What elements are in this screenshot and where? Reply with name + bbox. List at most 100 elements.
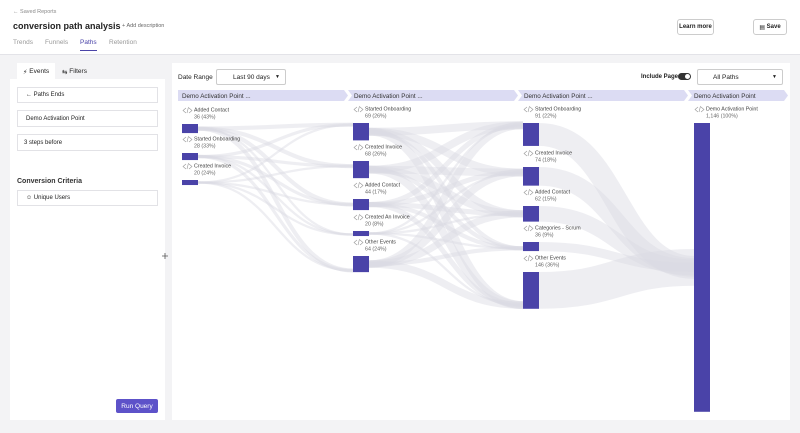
flow [538, 123, 695, 279]
node-label: Added Contact [365, 183, 401, 189]
criteria-item[interactable]: ☺ Unique Users [17, 190, 158, 206]
column-header-bg [688, 90, 788, 101]
date-range-text: Last 90 days [233, 73, 270, 81]
flow [538, 167, 695, 277]
node-icon [353, 143, 364, 151]
flow [368, 121, 524, 268]
report-title: conversion path analysis [13, 21, 121, 31]
node-bar [523, 272, 539, 309]
node-bar [353, 256, 369, 273]
flow [368, 168, 524, 268]
sidebar-tab[interactable]: ⇆ Filters [62, 68, 87, 76]
learn-more-button[interactable]: Learn more [677, 19, 714, 35]
flow [197, 126, 354, 207]
node-bar [182, 180, 198, 186]
flow [197, 126, 354, 169]
node-bar [182, 124, 198, 134]
node-label: Added Contact [194, 108, 230, 114]
flow [368, 260, 524, 309]
node-icon [353, 105, 364, 113]
include-pages-label: Include Pages [641, 74, 682, 80]
node-label: Started Onboarding [194, 137, 240, 143]
save-text: Save [766, 24, 781, 30]
flow [538, 242, 695, 272]
column-header: Demo Activation Point ... [354, 93, 423, 100]
flow [197, 123, 354, 159]
node-stat: 74 (18%) [535, 158, 557, 164]
node-bar [523, 206, 539, 222]
flow [368, 166, 524, 218]
tab-text: Events [29, 68, 50, 75]
flow [197, 155, 354, 236]
flow [368, 202, 524, 308]
node-label: Added Contact [535, 190, 571, 196]
node-stat: 36 (9%) [535, 233, 554, 239]
node-bar [694, 123, 710, 412]
node-label: Started Onboarding [365, 107, 411, 113]
tab-text: Filters [69, 68, 87, 75]
sidebar-tab[interactable]: ⚡ Events [17, 63, 55, 80]
node-label: Other Events [535, 256, 566, 262]
toggle[interactable] [678, 73, 691, 80]
flow [197, 126, 354, 273]
column-header: Demo Activation Point ... [524, 93, 593, 100]
tab[interactable]: Paths [80, 39, 97, 51]
node-label: Categories - Scrum [535, 226, 581, 232]
node-stat: 28 (33%) [194, 144, 216, 150]
add-description[interactable]: + Add description [122, 23, 165, 29]
flow [197, 154, 354, 273]
save-button[interactable]: ▤ Save [753, 19, 787, 35]
path-ends[interactable]: ← Paths Ends [17, 87, 158, 103]
tab[interactable]: Funnels [45, 39, 69, 46]
flow [368, 122, 524, 208]
node-icon [523, 224, 534, 232]
node-bar [353, 161, 369, 179]
node-stat: 62 (15%) [535, 197, 557, 203]
node-stat: 69 (26%) [365, 114, 387, 120]
node-bar [353, 123, 369, 141]
column-header-bg [518, 90, 688, 101]
tab[interactable]: Trends [13, 39, 33, 46]
node-stat: 44 (17%) [365, 190, 387, 196]
node-bar [353, 199, 369, 211]
node-icon [353, 213, 364, 221]
node-icon [523, 149, 534, 157]
flow [368, 232, 524, 250]
flow [197, 164, 354, 184]
node-label: Created Invoice [365, 145, 402, 151]
node-label: Demo Activation Point [706, 107, 758, 113]
node-icon [182, 135, 193, 143]
node-stat: 146 (36%) [535, 263, 560, 269]
column-header-bg [348, 90, 518, 101]
node-icon [182, 162, 193, 170]
flow [197, 154, 354, 207]
column-header: Demo Activation Point ... [182, 93, 251, 100]
node-label: Other Events [365, 240, 396, 246]
node-icon [694, 105, 705, 113]
node-stat: 64 (24%) [365, 247, 387, 253]
top-bar [0, 0, 800, 55]
date-range-dropdown[interactable]: Last 90 days ▼ [216, 69, 286, 85]
back-link[interactable]: ← Saved Reports [13, 9, 57, 15]
node-icon [523, 188, 534, 196]
node-icon [523, 105, 534, 113]
path-ends-text: Paths Ends [33, 92, 65, 98]
paths-dropdown[interactable]: All Paths ▼ [697, 69, 783, 85]
node-stat: 1,146 (100%) [706, 114, 738, 120]
event-item[interactable]: Demo Activation Point [17, 110, 158, 127]
column-header: Demo Activation Point [694, 93, 756, 100]
flow [368, 121, 524, 174]
flow [197, 181, 354, 236]
flow [368, 165, 524, 177]
steps-item[interactable]: 3 steps before [17, 134, 158, 151]
flow [368, 170, 524, 208]
node-bar [182, 153, 198, 161]
node-stat: 91 (22%) [535, 114, 557, 120]
tab[interactable]: Retention [109, 39, 137, 46]
run-query-button[interactable]: Run Query [116, 399, 158, 413]
flow [197, 181, 354, 272]
flow [538, 206, 695, 276]
flow [368, 128, 524, 218]
